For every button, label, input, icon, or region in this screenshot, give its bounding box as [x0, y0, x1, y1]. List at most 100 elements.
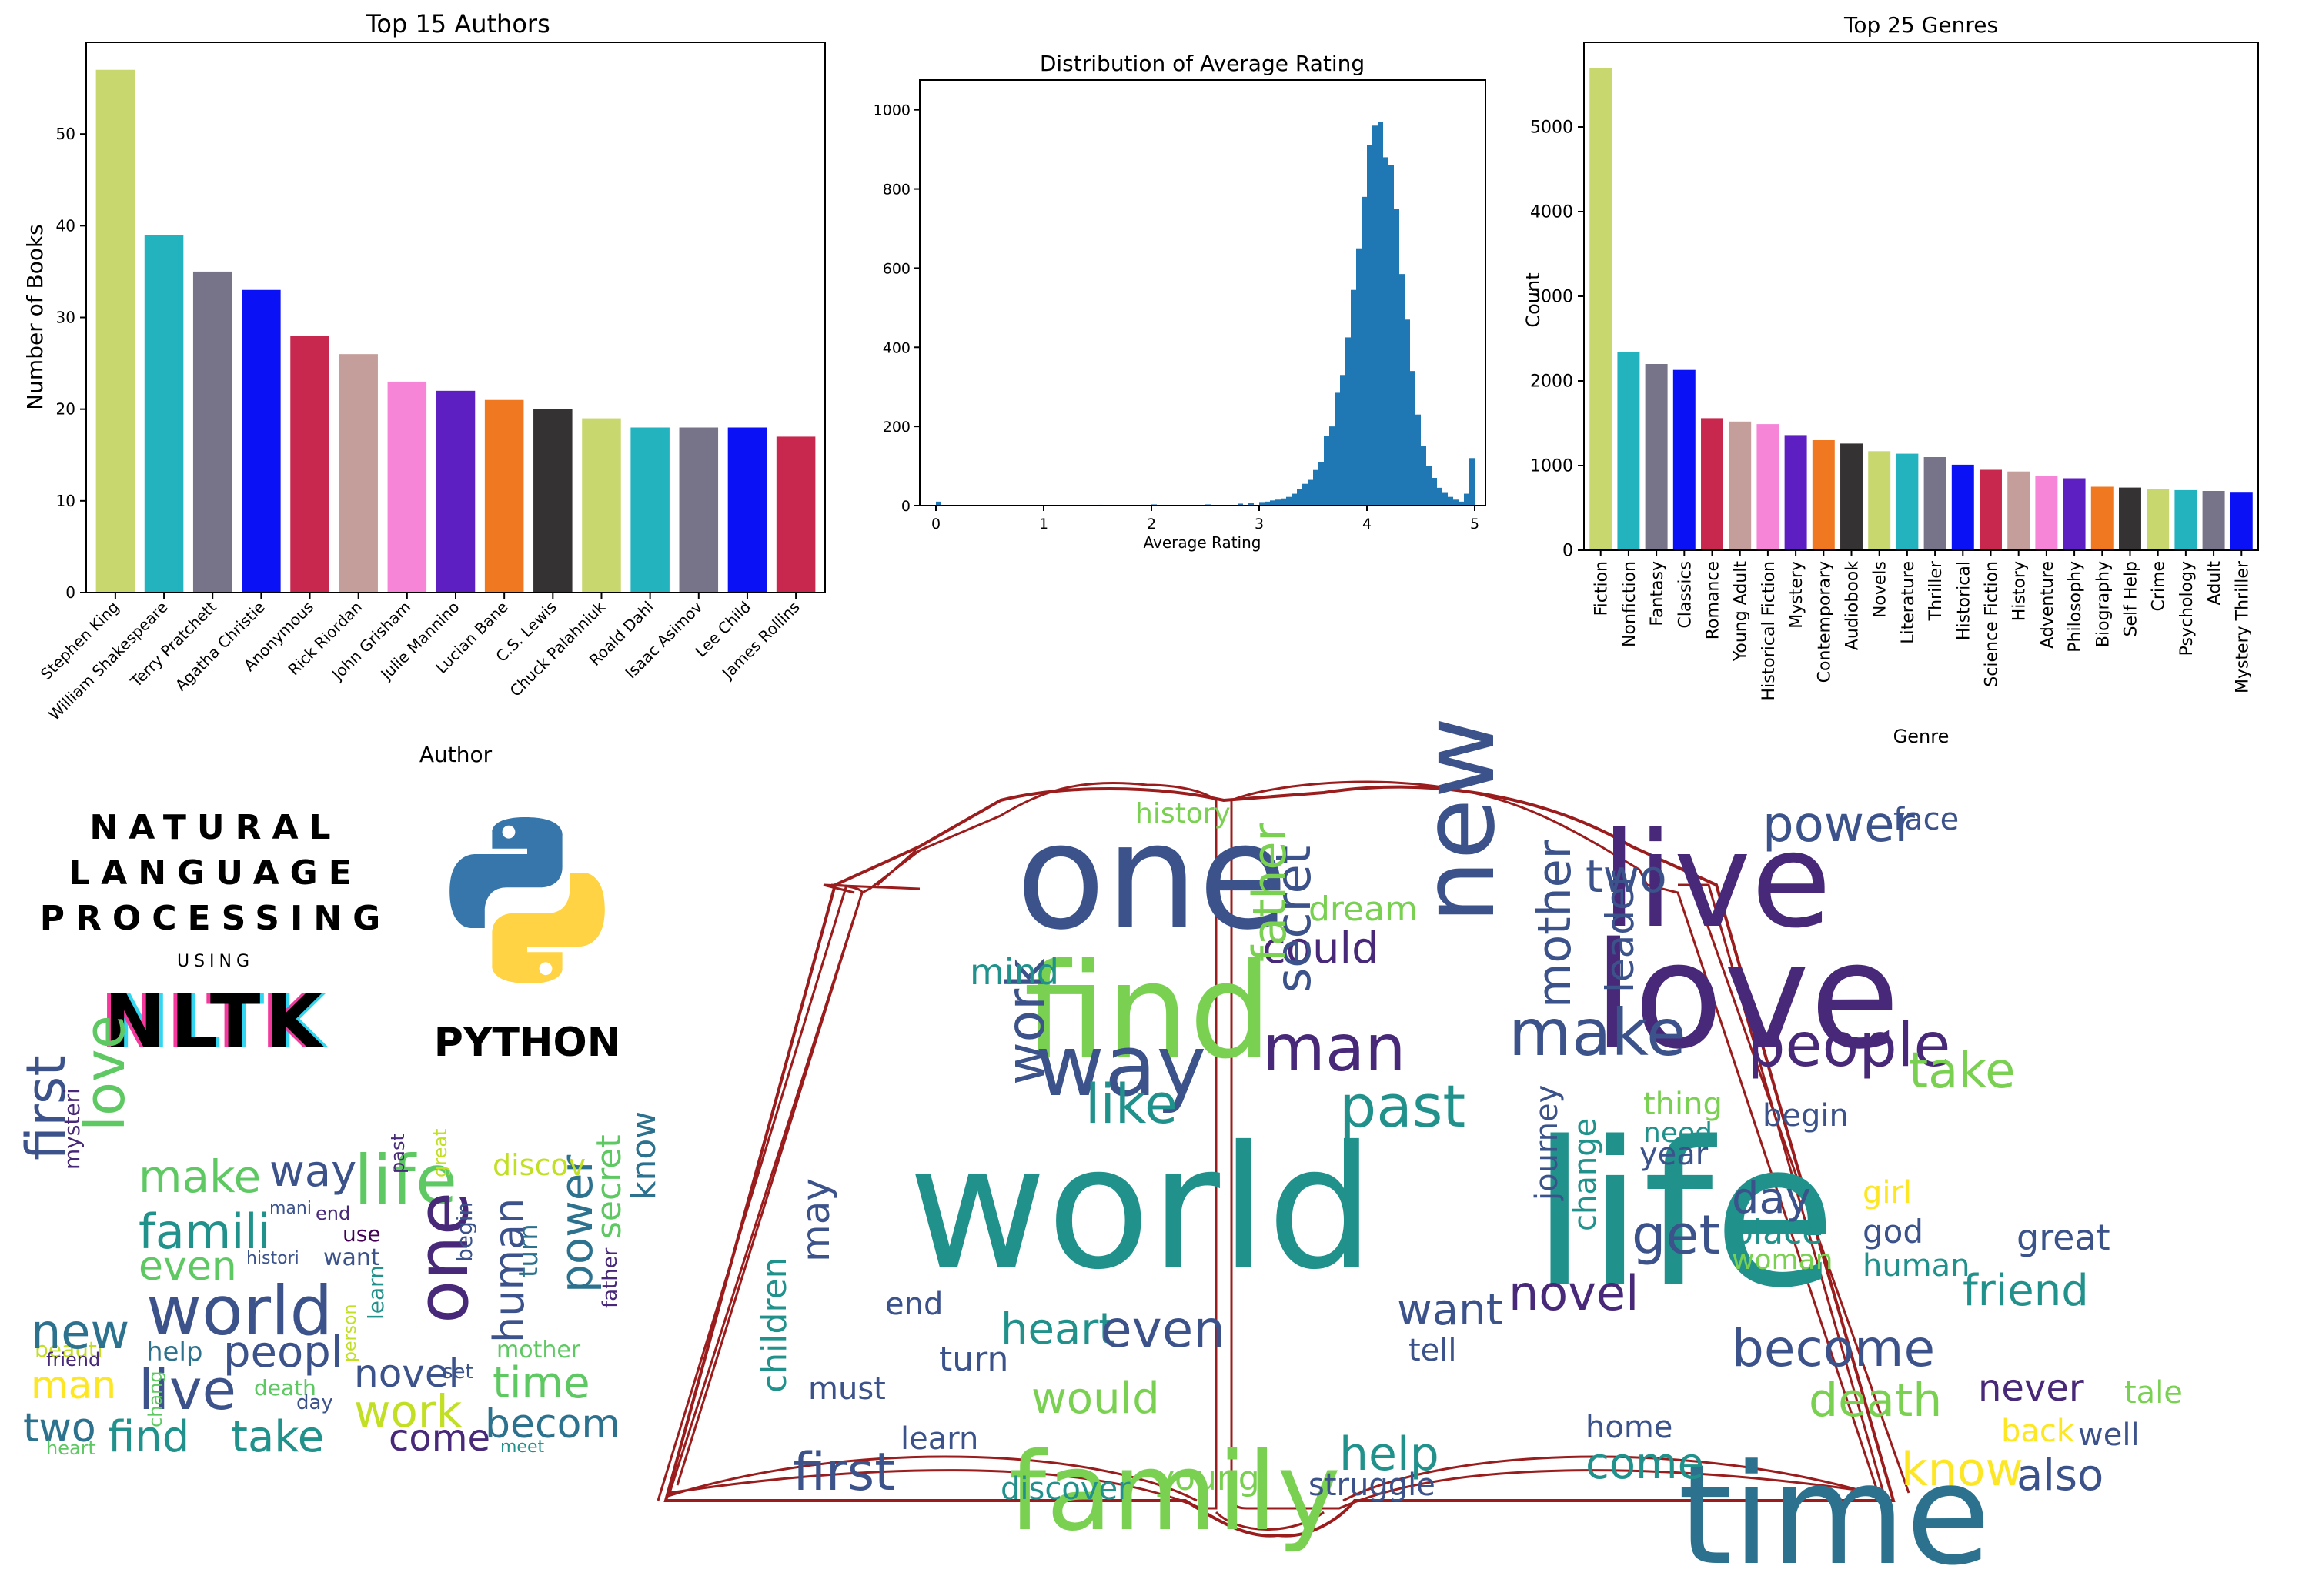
hist-bar — [1324, 436, 1329, 506]
python-label: PYTHON — [433, 1020, 621, 1066]
python-icon — [449, 817, 605, 983]
chart-title: Distribution of Average Rating — [1040, 51, 1365, 76]
hist-bar — [1469, 458, 1475, 506]
hist-bar — [1313, 469, 1318, 506]
hist-bar — [1432, 477, 1437, 506]
x-tick-label: History — [2010, 561, 2030, 621]
cloud-word: live — [139, 1357, 236, 1422]
cloud-word: friend — [1963, 1266, 2089, 1316]
cloud-word: past — [1339, 1072, 1466, 1140]
y-tick-label: 50 — [56, 125, 75, 143]
hist-bar — [1275, 499, 1281, 506]
hist-bar — [1459, 501, 1464, 506]
x-tick-label: 0 — [931, 516, 941, 533]
bar — [2035, 476, 2058, 550]
hist-bar — [1318, 462, 1324, 506]
bar — [2007, 471, 2030, 550]
cloud-word: children — [755, 1257, 794, 1393]
cloud-word: could — [1262, 923, 1379, 973]
y-tick-label: 40 — [56, 216, 75, 235]
bar — [2090, 486, 2114, 550]
cloud-word: struggle — [1308, 1467, 1435, 1503]
cloud-word: set — [443, 1361, 473, 1384]
cloud-word: learn — [901, 1421, 979, 1457]
bar — [2174, 489, 2197, 550]
bar — [387, 381, 427, 593]
bar — [339, 354, 378, 593]
bar — [1923, 457, 1946, 550]
cloud-word: back — [2001, 1414, 2075, 1449]
hist-bar — [1335, 392, 1340, 506]
cloud-word: tell — [1408, 1333, 1457, 1368]
cloud-word: need — [1643, 1117, 1713, 1149]
cloud-word: take — [1909, 1043, 2016, 1100]
cloud-word: meet — [500, 1437, 545, 1457]
cloud-word: death — [1809, 1374, 1943, 1427]
hist-bar — [1345, 337, 1351, 506]
hist-bar — [1238, 503, 1243, 506]
python-logo: PYTHON — [423, 808, 631, 1077]
x-tick-label: Audiobook — [1843, 561, 1863, 650]
hist-bar — [1415, 414, 1421, 506]
cloud-word: two — [1586, 850, 1667, 903]
hist-bar — [1329, 426, 1335, 506]
x-axis-label: Average Rating — [1144, 533, 1261, 552]
cloud-word: power — [1763, 796, 1915, 853]
bar — [95, 69, 135, 593]
bar — [1672, 369, 1696, 550]
hist-bar — [1426, 466, 1432, 506]
x-tick-label: Fiction — [1592, 561, 1612, 616]
bar — [1812, 440, 1835, 550]
bar — [1840, 443, 1863, 550]
cloud-word: leader — [1598, 870, 1642, 993]
cloud-word: change — [1568, 1117, 1603, 1231]
chart-title: Top 25 Genres — [1843, 12, 1998, 38]
x-tick-label: Psychology — [2177, 561, 2197, 656]
x-tick-label: 2 — [1147, 516, 1156, 533]
chart-title: Top 15 Authors — [365, 9, 550, 38]
cloud-word: like — [1085, 1073, 1178, 1136]
cloud-word: one — [1016, 792, 1288, 962]
bar — [630, 427, 670, 593]
bar — [1756, 424, 1779, 550]
cloud-word: world — [146, 1271, 333, 1351]
hist-bar — [1378, 122, 1383, 506]
cloud-word: discov — [493, 1148, 586, 1182]
bar — [290, 336, 329, 593]
bar — [242, 289, 281, 593]
plot-frame — [919, 79, 1486, 506]
cloud-word: want — [1397, 1285, 1503, 1335]
hist-bar — [1367, 145, 1372, 506]
cloud-word: life — [354, 1140, 458, 1220]
y-tick-label: 1000 — [1530, 457, 1573, 476]
cloud-word: get — [1632, 1204, 1720, 1267]
x-tick-label: Crime — [2150, 561, 2169, 611]
cloud-word: friend — [46, 1349, 101, 1371]
hist-bar — [1356, 248, 1362, 506]
x-tick-label: Adult — [2205, 561, 2224, 606]
cloud-word: time — [493, 1358, 590, 1408]
y-tick-label: 20 — [56, 400, 75, 419]
cloud-word: take — [231, 1412, 325, 1462]
bar — [1645, 364, 1668, 550]
hist-bar — [1265, 501, 1270, 506]
bar — [1951, 464, 1974, 550]
x-tick-label: Historical — [1954, 561, 1973, 640]
x-tick-label: Classics — [1676, 561, 1695, 629]
genres-chart: Top 25 Genres 0 1000 2000 3000 4000 5000 Fict… — [1522, 12, 2259, 747]
cloud-word: woman — [1732, 1244, 1833, 1276]
x-tick-label: Science Fiction — [1982, 561, 2001, 687]
cloud-word: girl — [1863, 1175, 1913, 1210]
x-tick-label: 4 — [1362, 516, 1372, 533]
cloud-word: year — [1639, 1137, 1709, 1172]
cloud-word: even — [139, 1244, 237, 1290]
bar — [436, 390, 476, 593]
bar — [2119, 487, 2141, 550]
hist-bar — [1372, 125, 1378, 506]
bar — [1617, 352, 1640, 550]
cloud-word: novel — [354, 1351, 459, 1396]
hist-bar — [1442, 492, 1448, 506]
y-tick-label: 1000 — [874, 102, 911, 119]
cloud-word: man — [31, 1363, 117, 1407]
